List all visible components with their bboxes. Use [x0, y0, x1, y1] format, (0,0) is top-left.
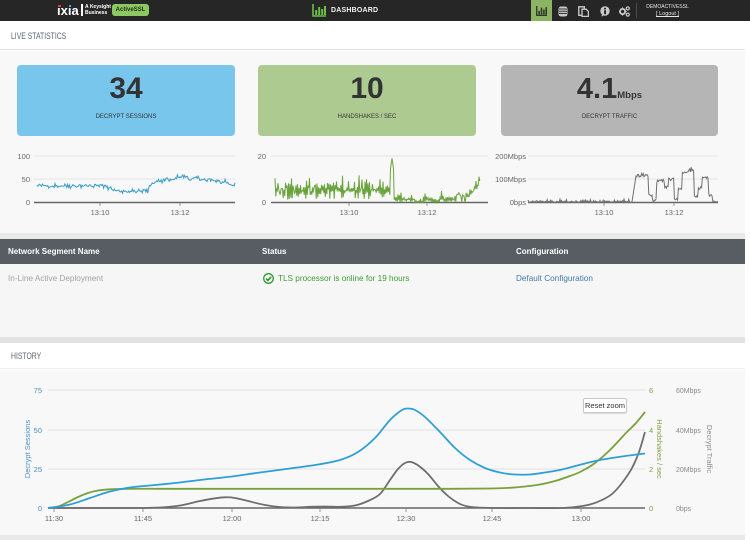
svg-text:13:12: 13:12	[418, 208, 437, 217]
svg-text:200Mbps: 200Mbps	[495, 152, 526, 161]
svg-text:0bps: 0bps	[676, 506, 692, 513]
svg-text:6: 6	[649, 386, 653, 395]
svg-text:12:00: 12:00	[223, 514, 242, 523]
svg-text:12:45: 12:45	[483, 514, 502, 523]
svg-text:13:12: 13:12	[171, 208, 190, 217]
svg-text:50: 50	[22, 175, 30, 184]
svg-text:13:12: 13:12	[665, 208, 684, 217]
svg-text:Handshakes / sec: Handshakes / sec	[655, 419, 664, 479]
svg-text:0: 0	[26, 198, 30, 207]
svg-text:Decrypt Sessions: Decrypt Sessions	[23, 420, 32, 479]
svg-text:13:00: 13:00	[572, 514, 591, 523]
svg-text:11:30: 11:30	[45, 514, 63, 523]
svg-text:75: 75	[34, 386, 42, 395]
svg-text:Decrypt Traffic: Decrypt Traffic	[705, 425, 714, 473]
svg-text:100: 100	[17, 152, 30, 161]
svg-text:12:15: 12:15	[311, 514, 330, 523]
svg-text:2: 2	[649, 465, 653, 474]
svg-text:0: 0	[38, 504, 42, 513]
svg-text:20: 20	[258, 152, 266, 161]
svg-text:60Mbps: 60Mbps	[676, 388, 701, 395]
svg-text:100Mbps: 100Mbps	[495, 175, 526, 184]
svg-text:50: 50	[34, 426, 42, 435]
svg-text:12:30: 12:30	[397, 514, 416, 523]
svg-text:20Mbps: 20Mbps	[676, 467, 701, 474]
svg-text:11:45: 11:45	[134, 514, 152, 523]
svg-text:0bps: 0bps	[510, 198, 527, 207]
svg-text:40Mbps: 40Mbps	[676, 428, 701, 435]
svg-text:13:10: 13:10	[91, 208, 110, 217]
svg-text:0: 0	[262, 198, 266, 207]
svg-text:13:10: 13:10	[595, 208, 614, 217]
svg-text:0: 0	[649, 504, 653, 513]
svg-text:25: 25	[34, 465, 42, 474]
svg-text:4: 4	[649, 426, 653, 435]
svg-text:13:10: 13:10	[340, 208, 359, 217]
